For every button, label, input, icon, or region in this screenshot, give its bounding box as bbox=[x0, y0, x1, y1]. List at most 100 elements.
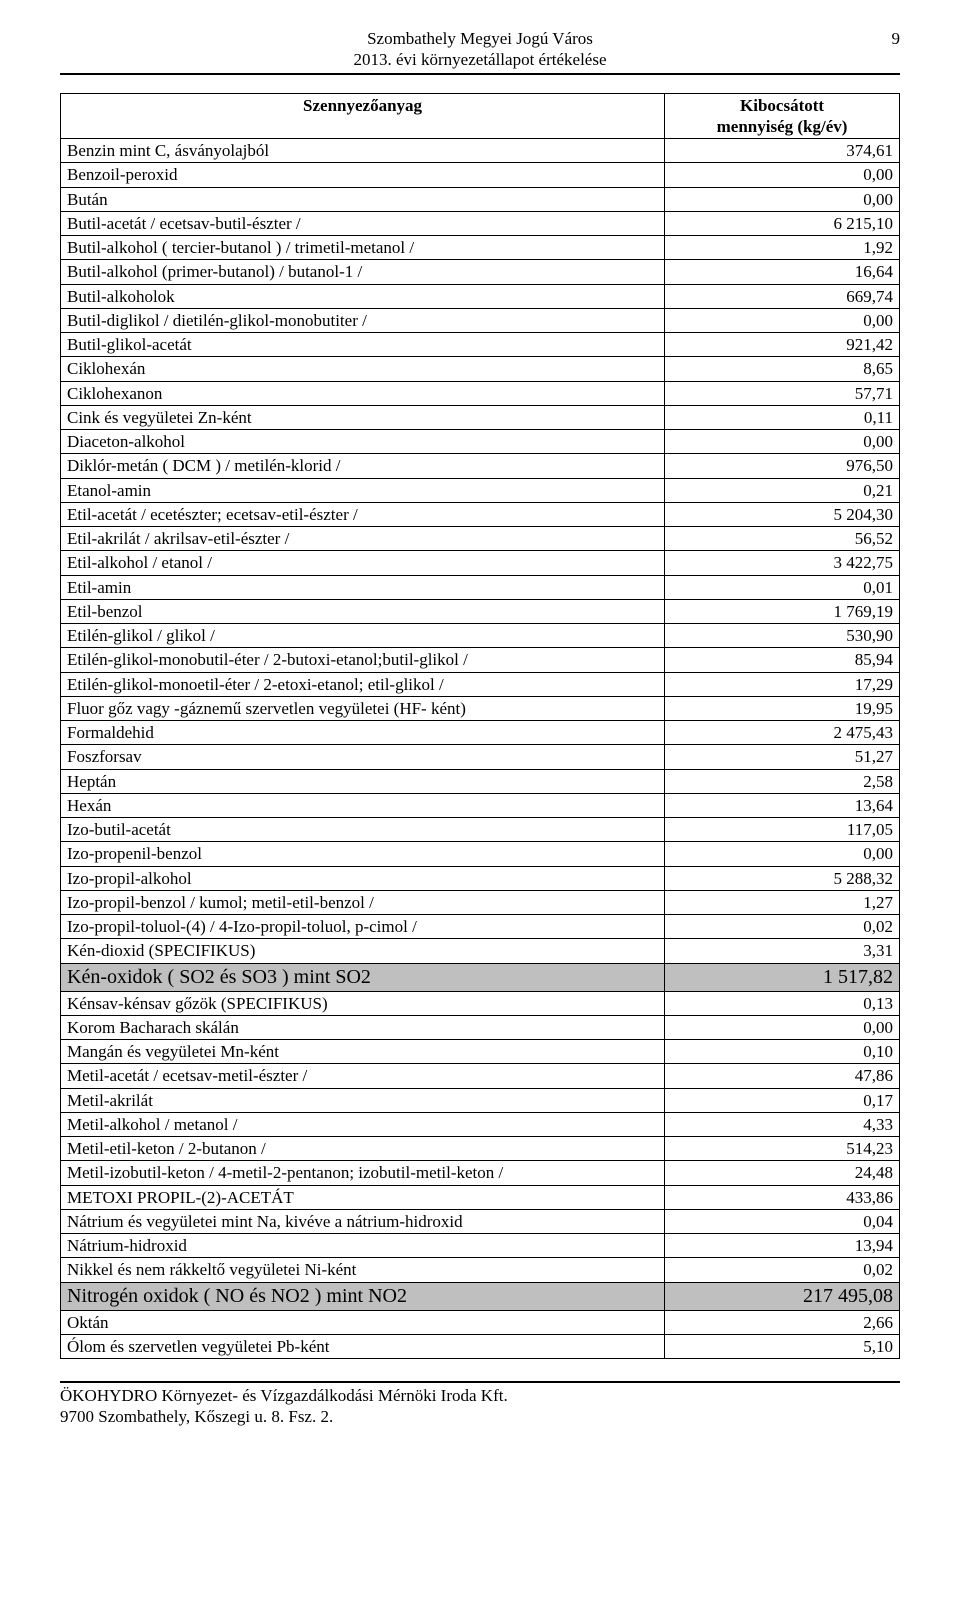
pollutant-value: 0,02 bbox=[665, 1258, 900, 1282]
header-line2: 2013. évi környezetállapot értékelése bbox=[90, 49, 870, 70]
pollutant-name: Etil-amin bbox=[61, 575, 665, 599]
table-row: Hexán13,64 bbox=[61, 793, 900, 817]
pollutant-value: 1,92 bbox=[665, 236, 900, 260]
pollutant-value: 5 204,30 bbox=[665, 502, 900, 526]
pollutant-name: Etilén-glikol-monobutil-éter / 2-butoxi-… bbox=[61, 648, 665, 672]
pollutant-name: Diklór-metán ( DCM ) / metilén-klorid / bbox=[61, 454, 665, 478]
pollutant-name: Izo-propil-toluol-(4) / 4-Izo-propil-tol… bbox=[61, 915, 665, 939]
pollutant-value: 4,33 bbox=[665, 1112, 900, 1136]
table-row: Etil-benzol1 769,19 bbox=[61, 599, 900, 623]
pollutant-value: 0,00 bbox=[665, 163, 900, 187]
pollutant-value: 6 215,10 bbox=[665, 211, 900, 235]
table-row: Etil-akrilát / akrilsav-etil-észter /56,… bbox=[61, 527, 900, 551]
table-row: Izo-propenil-benzol0,00 bbox=[61, 842, 900, 866]
pollutant-name: Ciklohexán bbox=[61, 357, 665, 381]
table-row: Etanol-amin0,21 bbox=[61, 478, 900, 502]
pollutant-value: 217 495,08 bbox=[665, 1282, 900, 1310]
pollutant-name: Metil-acetát / ecetsav-metil-észter / bbox=[61, 1064, 665, 1088]
pollutant-name: Fluor gőz vagy -gáznemű szervetlen vegyü… bbox=[61, 696, 665, 720]
pollutant-name: Butil-alkohol (primer-butanol) / butanol… bbox=[61, 260, 665, 284]
pollutant-name: Kén-dioxid (SPECIFIKUS) bbox=[61, 939, 665, 963]
table-row: Nitrogén oxidok ( NO és NO2 ) mint NO221… bbox=[61, 1282, 900, 1310]
pollutant-name: Kénsav-kénsav gőzök (SPECIFIKUS) bbox=[61, 991, 665, 1015]
pollutant-name: Butil-alkohol ( tercier-butanol ) / trim… bbox=[61, 236, 665, 260]
pollutant-value: 0,00 bbox=[665, 1015, 900, 1039]
table-row: Butil-alkohol (primer-butanol) / butanol… bbox=[61, 260, 900, 284]
pollutant-name: Korom Bacharach skálán bbox=[61, 1015, 665, 1039]
footer-line1: ÖKOHYDRO Környezet- és Vízgazdálkodási M… bbox=[60, 1385, 900, 1406]
pollutant-name: Etil-benzol bbox=[61, 599, 665, 623]
pollutant-value: 5,10 bbox=[665, 1334, 900, 1358]
pollutant-name: Ciklohexanon bbox=[61, 381, 665, 405]
table-row: Mangán és vegyületei Mn-ként0,10 bbox=[61, 1040, 900, 1064]
pollutant-value: 0,00 bbox=[665, 842, 900, 866]
pollutant-value: 1,27 bbox=[665, 890, 900, 914]
table-row: Nikkel és nem rákkeltő vegyületei Ni-kén… bbox=[61, 1258, 900, 1282]
pollutant-name: Benzin mint C, ásványolajból bbox=[61, 139, 665, 163]
pollutant-name: Butil-acetát / ecetsav-butil-észter / bbox=[61, 211, 665, 235]
table-header-row: Szennyezőanyag Kibocsátott mennyiség (kg… bbox=[61, 93, 900, 139]
pollutant-name: Kén-oxidok ( SO2 és SO3 ) mint SO2 bbox=[61, 963, 665, 991]
table-row: Ciklohexanon57,71 bbox=[61, 381, 900, 405]
pollutant-value: 13,64 bbox=[665, 793, 900, 817]
table-row: Benzin mint C, ásványolajból374,61 bbox=[61, 139, 900, 163]
table-row: Oktán2,66 bbox=[61, 1310, 900, 1334]
table-row: Etilén-glikol-monoetil-éter / 2-etoxi-et… bbox=[61, 672, 900, 696]
pollutant-value: 669,74 bbox=[665, 284, 900, 308]
pollutant-value: 0,00 bbox=[665, 187, 900, 211]
table-row: Diaceton-alkohol0,00 bbox=[61, 430, 900, 454]
table-row: Formaldehid2 475,43 bbox=[61, 721, 900, 745]
table-row: Butil-alkoholok669,74 bbox=[61, 284, 900, 308]
table-row: Metil-akrilát0,17 bbox=[61, 1088, 900, 1112]
pollutant-name: Metil-izobutil-keton / 4-metil-2-pentano… bbox=[61, 1161, 665, 1185]
col-header-value-line1: Kibocsátott bbox=[671, 95, 893, 116]
pollutant-name: Etilén-glikol-monoetil-éter / 2-etoxi-et… bbox=[61, 672, 665, 696]
pollutant-value: 47,86 bbox=[665, 1064, 900, 1088]
table-row: Butil-diglikol / dietilén-glikol-monobut… bbox=[61, 308, 900, 332]
pollutant-name: Etilén-glikol / glikol / bbox=[61, 624, 665, 648]
pollutant-name: Nikkel és nem rákkeltő vegyületei Ni-kén… bbox=[61, 1258, 665, 1282]
pollutant-name: Etil-acetát / ecetészter; ecetsav-etil-é… bbox=[61, 502, 665, 526]
table-row: Metil-acetát / ecetsav-metil-észter /47,… bbox=[61, 1064, 900, 1088]
pollutant-value: 5 288,32 bbox=[665, 866, 900, 890]
table-row: Foszforsav51,27 bbox=[61, 745, 900, 769]
pollutant-name: Formaldehid bbox=[61, 721, 665, 745]
pollutant-value: 51,27 bbox=[665, 745, 900, 769]
table-row: METOXI PROPIL-(2)-ACETÁT433,86 bbox=[61, 1185, 900, 1209]
table-row: Cink és vegyületei Zn-ként0,11 bbox=[61, 405, 900, 429]
table-row: Izo-propil-benzol / kumol; metil-etil-be… bbox=[61, 890, 900, 914]
pollutant-value: 19,95 bbox=[665, 696, 900, 720]
table-row: Kén-oxidok ( SO2 és SO3 ) mint SO21 517,… bbox=[61, 963, 900, 991]
pollutant-value: 3,31 bbox=[665, 939, 900, 963]
header-center: Szombathely Megyei Jogú Város 2013. évi … bbox=[90, 28, 870, 71]
pollutant-value: 117,05 bbox=[665, 818, 900, 842]
pollutant-name: Nátrium-hidroxid bbox=[61, 1234, 665, 1258]
pollutant-value: 0,02 bbox=[665, 915, 900, 939]
table-row: Nátrium és vegyületei mint Na, kivéve a … bbox=[61, 1209, 900, 1233]
col-header-value: Kibocsátott mennyiség (kg/év) bbox=[665, 93, 900, 139]
pollutant-value: 57,71 bbox=[665, 381, 900, 405]
pollutant-name: Izo-butil-acetát bbox=[61, 818, 665, 842]
pollutant-name: Bután bbox=[61, 187, 665, 211]
pollutant-value: 17,29 bbox=[665, 672, 900, 696]
table-row: Nátrium-hidroxid13,94 bbox=[61, 1234, 900, 1258]
table-row: Ólom és szervetlen vegyületei Pb-ként5,1… bbox=[61, 1334, 900, 1358]
table-row: Etil-alkohol / etanol /3 422,75 bbox=[61, 551, 900, 575]
pollutant-value: 976,50 bbox=[665, 454, 900, 478]
pollutant-value: 2 475,43 bbox=[665, 721, 900, 745]
pollutant-value: 0,21 bbox=[665, 478, 900, 502]
table-row: Izo-propil-toluol-(4) / 4-Izo-propil-tol… bbox=[61, 915, 900, 939]
pollutant-name: METOXI PROPIL-(2)-ACETÁT bbox=[61, 1185, 665, 1209]
table-row: Etil-amin0,01 bbox=[61, 575, 900, 599]
pollutant-value: 0,00 bbox=[665, 308, 900, 332]
page-header: Szombathely Megyei Jogú Város 2013. évi … bbox=[60, 28, 900, 75]
pollutant-table: Szennyezőanyag Kibocsátott mennyiség (kg… bbox=[60, 93, 900, 1360]
pollutant-name: Metil-akrilát bbox=[61, 1088, 665, 1112]
table-row: Metil-alkohol / metanol /4,33 bbox=[61, 1112, 900, 1136]
pollutant-value: 85,94 bbox=[665, 648, 900, 672]
pollutant-name: Mangán és vegyületei Mn-ként bbox=[61, 1040, 665, 1064]
pollutant-name: Ólom és szervetlen vegyületei Pb-ként bbox=[61, 1334, 665, 1358]
pollutant-name: Metil-alkohol / metanol / bbox=[61, 1112, 665, 1136]
pollutant-value: 3 422,75 bbox=[665, 551, 900, 575]
table-row: Kén-dioxid (SPECIFIKUS)3,31 bbox=[61, 939, 900, 963]
